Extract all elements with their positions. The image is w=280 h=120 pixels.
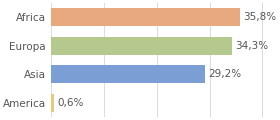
Text: 29,2%: 29,2% xyxy=(209,69,242,79)
Bar xyxy=(51,66,205,83)
Text: 0,6%: 0,6% xyxy=(57,98,83,108)
Text: 35,8%: 35,8% xyxy=(243,12,277,22)
Bar xyxy=(51,37,232,54)
Text: 34,3%: 34,3% xyxy=(235,41,269,51)
Bar xyxy=(51,8,240,26)
Bar xyxy=(51,94,54,112)
